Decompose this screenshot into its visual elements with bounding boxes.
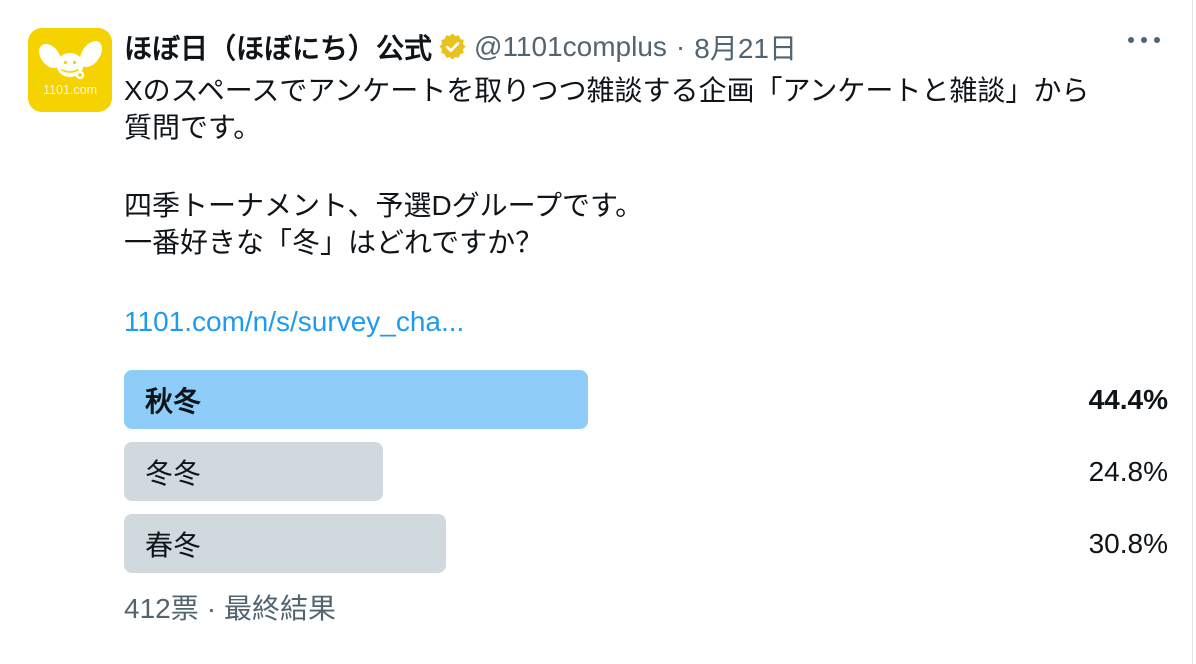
poll-status: 最終結果 xyxy=(224,593,337,624)
tweet-text-paragraph-1: Xのスペースでアンケートを取りつつ雑談する企画「アンケートと雑談」から 質問です… xyxy=(124,72,1168,146)
poll-option-row: 春冬 30.8% xyxy=(124,514,1168,573)
tweet-text-line: 質問です。 xyxy=(124,112,262,143)
more-icon xyxy=(1128,37,1134,43)
footer-separator: · xyxy=(206,593,217,624)
tweet-text-line: 一番好きな「冬」はどれですか？ xyxy=(124,227,544,258)
handle[interactable]: @1101complus xyxy=(474,30,667,62)
poll-option-bar xyxy=(124,514,446,573)
poll-option-percent: 24.8% xyxy=(1088,455,1168,487)
more-button[interactable] xyxy=(1126,31,1162,49)
tweet-text-paragraph-2: 四季トーナメント、予選Dグループです。 一番好きな「冬」はどれですか？ xyxy=(124,187,1168,261)
timestamp[interactable]: 8月21日 xyxy=(694,32,797,64)
poll-option-row: 冬冬 24.8% xyxy=(124,442,1168,501)
gold-verified-icon xyxy=(439,33,466,60)
vote-count: 412票 xyxy=(124,593,199,624)
poll-option-bar xyxy=(124,370,588,429)
column-divider xyxy=(1192,0,1193,664)
tweet-text-line: Xのスペースでアンケートを取りつつ雑談する企画「アンケートと雑談」から xyxy=(124,75,1090,106)
poll-option-label: 秋冬 xyxy=(145,385,202,417)
poll-option-percent: 44.4% xyxy=(1088,383,1168,415)
display-name[interactable]: ほぼ日（ほぼにち）公式 xyxy=(124,32,433,64)
avatar-logo-icon: 1101.com xyxy=(28,28,112,112)
poll-option-percent: 30.8% xyxy=(1088,527,1168,559)
poll-footer: 412票 · 最終結果 xyxy=(124,590,1168,627)
avatar[interactable]: 1101.com xyxy=(28,28,112,112)
header-separator: · xyxy=(675,30,686,62)
svg-text:1101.com: 1101.com xyxy=(43,83,97,97)
more-icon xyxy=(1141,37,1147,43)
tweet-text-line: 四季トーナメント、予選Dグループです。 xyxy=(124,190,644,221)
poll: 秋冬 44.4% 冬冬 24.8% 春冬 30.8% 412票 · 最終結果 xyxy=(124,370,1168,627)
poll-option-row: 秋冬 44.4% xyxy=(124,370,1168,429)
more-icon xyxy=(1154,37,1160,43)
poll-option-bar xyxy=(124,442,383,501)
tweet-link[interactable]: 1101.com/n/s/survey_cha... xyxy=(124,306,465,337)
poll-option-label: 冬冬 xyxy=(145,457,202,489)
tweet-header: ほぼ日（ほぼにち）公式 @1101complus · 8月21日 xyxy=(124,28,1168,65)
poll-option-label: 春冬 xyxy=(145,529,202,561)
